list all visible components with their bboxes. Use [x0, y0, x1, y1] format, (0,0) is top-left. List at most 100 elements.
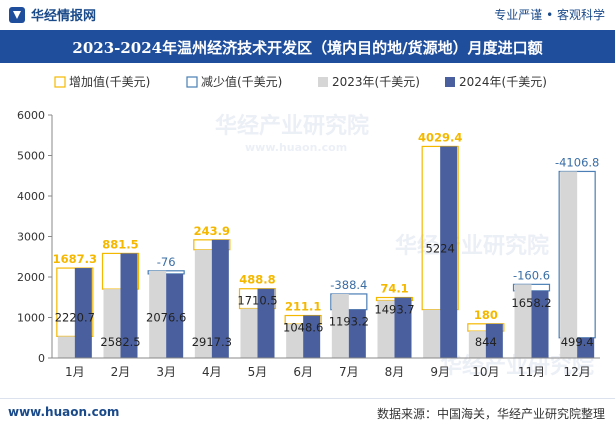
brand-name: 华经情报网 [31, 9, 97, 24]
month-group: 4029.4 5224 9月 [418, 130, 462, 379]
bar-2023 [423, 309, 441, 358]
bar-2023 [240, 308, 258, 358]
chart-title: 2023-2024年温州经济技术开发区（境内目的地/货源地）月度进口额 [72, 39, 543, 57]
watermark-text: 华经产业研究院 [395, 233, 549, 259]
watermark-text: 华经产业研究院 [215, 113, 369, 139]
bar-2024 [485, 323, 503, 358]
huajing-logo-icon [9, 7, 25, 23]
value-label-2024: 2220.7 [55, 311, 95, 325]
difference-label: 4029.4 [418, 130, 462, 144]
brand-tagline: 专业严谨 • 客观科学 [494, 8, 605, 22]
bar-2023 [286, 324, 304, 358]
bar-2023 [377, 300, 395, 358]
difference-label: -388.4 [330, 278, 367, 292]
y-tick-label: 6000 [17, 109, 45, 122]
difference-label: -4106.8 [555, 155, 599, 169]
value-label-2024: 5224 [426, 242, 455, 256]
month-group: 211.1 1048.6 6月 [283, 300, 323, 379]
brand-bar: 华经情报网 专业严谨 • 客观科学 [0, 0, 615, 30]
x-tick-label: 10月 [472, 365, 499, 379]
y-axis: 0 1000 2000 3000 4000 5000 6000 [17, 109, 53, 365]
difference-label: 1687.3 [53, 252, 97, 266]
legend-label: 2023年(千美元) [332, 75, 420, 89]
month-group: 74.1 1493.7 8月 [374, 282, 414, 379]
bar-2024 [74, 268, 92, 358]
bar-2023 [103, 289, 121, 358]
value-label-2024: 1710.5 [237, 294, 277, 308]
legend-swatch [54, 76, 66, 88]
footer: www.huaon.com 数据来源：中国海关，华经产业研究院整理 [0, 398, 615, 428]
bar-2023 [149, 270, 167, 358]
footer-website: www.huaon.com [8, 405, 120, 419]
value-label-2024: 844 [475, 335, 497, 349]
difference-label: 881.5 [102, 237, 138, 251]
bar-2024 [303, 315, 321, 358]
legend-label: 增加值(千美元) [69, 74, 150, 89]
watermark-layer: 华经产业研究院 www.huaon.com 华经产业研究院 华经产业研究院 [215, 113, 594, 379]
legend-label: 2024年(千美元) [459, 75, 547, 89]
difference-label: 180 [474, 308, 498, 322]
chart-area: 华经产业研究院 www.huaon.com 华经产业研究院 华经产业研究院 增加… [17, 74, 600, 379]
x-tick-label: 9月 [430, 365, 450, 379]
x-tick-label: 8月 [385, 365, 405, 379]
bars: 1687.3 2220.7 1月 881.5 2582.5 2月 -76 2076.6 3月 24… [53, 130, 600, 379]
month-group: -388.4 1193.2 7月 [329, 278, 369, 379]
legend-swatch [445, 77, 455, 87]
y-tick-label: 4000 [17, 190, 45, 203]
bar-2024 [348, 309, 366, 358]
y-tick-label: 5000 [17, 150, 45, 163]
bar-2024 [394, 297, 412, 358]
month-group: -160.6 1658.2 11月 [511, 268, 551, 379]
x-tick-label: 6月 [293, 365, 313, 379]
difference-label: 488.8 [239, 273, 275, 287]
difference-label: 74.1 [380, 282, 408, 296]
legend-label: 减少值(千美元) [201, 74, 282, 89]
y-tick-label: 1000 [17, 312, 45, 325]
bar-2024 [440, 146, 458, 358]
bar-2024 [120, 253, 138, 358]
month-group: -76 2076.6 3月 [146, 255, 186, 379]
value-label-2024: 2917.3 [192, 335, 232, 349]
x-tick-label: 11月 [518, 365, 545, 379]
title-bar: 2023-2024年温州经济技术开发区（境内目的地/货源地）月度进口额 [0, 30, 615, 63]
x-tick-label: 7月 [339, 365, 359, 379]
x-tick-label: 5月 [248, 365, 268, 379]
bar-2023 [194, 249, 212, 358]
bar-2024 [577, 337, 595, 358]
value-label-2024: 1193.2 [329, 315, 369, 329]
bar-2023 [468, 331, 486, 358]
legend-swatch [318, 77, 328, 87]
value-label-2024: 1658.2 [511, 296, 551, 310]
month-group: 488.8 1710.5 5月 [237, 273, 277, 379]
legend-swatch [186, 76, 198, 88]
month-group: 1687.3 2220.7 1月 [53, 252, 97, 379]
bar-2024 [531, 290, 549, 358]
value-label-2024: 2582.5 [100, 335, 140, 349]
month-group: 180 844 10月 [467, 308, 505, 379]
bar-2023 [560, 171, 578, 358]
difference-label: 211.1 [285, 300, 321, 314]
y-tick-label: 3000 [17, 231, 45, 244]
bar-2024 [257, 288, 275, 358]
bar-2024 [166, 273, 184, 358]
bar-2023 [57, 336, 75, 358]
y-tick-label: 0 [38, 352, 45, 365]
month-group: -4106.8 499.4 12月 [555, 155, 599, 379]
footer-source: 数据来源：中国海关，华经产业研究院整理 [376, 407, 605, 421]
y-tick-label: 2000 [17, 271, 45, 284]
legend: 增加值(千美元) 减少值(千美元) 2023年(千美元) 2024年(千美元) [54, 74, 547, 89]
value-label-2024: 499.4 [561, 335, 594, 349]
x-tick-label: 1月 [65, 365, 85, 379]
difference-label: -76 [157, 255, 176, 269]
month-group: 881.5 2582.5 2月 [100, 237, 140, 379]
difference-label: -160.6 [513, 268, 550, 282]
increase-box [56, 267, 94, 337]
difference-label: 243.9 [194, 224, 230, 238]
x-tick-label: 12月 [564, 365, 591, 379]
value-label-2024: 1493.7 [374, 303, 414, 317]
bar-2023 [514, 284, 532, 358]
watermark-url: www.huaon.com [245, 141, 347, 154]
x-tick-label: 3月 [156, 365, 176, 379]
month-group: 243.9 2917.3 4月 [192, 224, 232, 379]
x-tick-label: 2月 [111, 365, 131, 379]
